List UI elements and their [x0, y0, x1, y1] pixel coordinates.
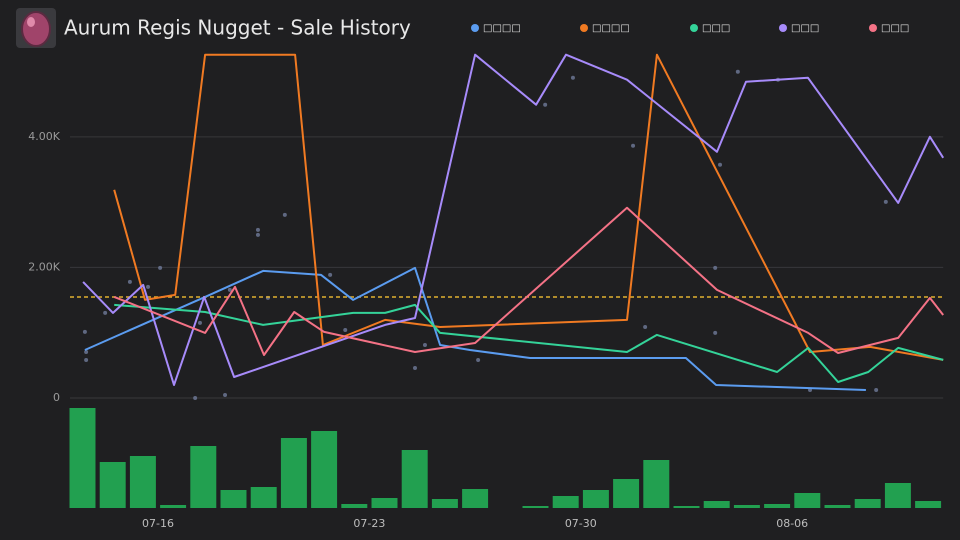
- x-tick-label: 08-06: [776, 517, 808, 530]
- volume-bar: [582, 490, 609, 508]
- sale-point: [227, 287, 232, 292]
- sale-point: [84, 349, 89, 354]
- sale-point: [255, 232, 260, 237]
- legend-marker: [690, 24, 698, 32]
- legend-marker: [869, 24, 877, 32]
- volume-bar: [733, 505, 760, 508]
- volume-bar: [311, 431, 338, 508]
- volume-bar: [552, 496, 579, 508]
- sale-point: [543, 102, 548, 107]
- sale-point: [713, 330, 718, 335]
- x-tick-label: 07-30: [565, 517, 597, 530]
- sale-point: [713, 265, 718, 270]
- item-icon: [21, 11, 51, 47]
- volume-bar: [824, 505, 851, 508]
- volume-bar: [341, 504, 368, 508]
- sale-point: [103, 310, 108, 315]
- sale-point: [343, 327, 348, 332]
- volume-bar: [250, 487, 277, 508]
- price-line: [84, 266, 866, 391]
- volume-bar: [613, 479, 640, 508]
- sale-point: [413, 365, 418, 370]
- legend-label: □□□: [702, 23, 730, 34]
- volume-bar: [764, 504, 791, 508]
- sale-point: [146, 284, 151, 289]
- sale-point: [570, 75, 575, 80]
- volume-bar: [703, 501, 730, 508]
- volume-bar: [462, 489, 489, 508]
- price-line: [82, 53, 945, 386]
- volume-bar: [643, 460, 670, 508]
- sale-point: [197, 320, 202, 325]
- sale-point: [883, 199, 888, 204]
- chart-title: Aurum Regis Nugget - Sale History: [64, 16, 411, 40]
- volume-bar: [673, 506, 700, 508]
- sale-point: [223, 392, 228, 397]
- legend-marker: [779, 24, 787, 32]
- sale-point: [84, 357, 89, 362]
- y-tick-label: 0: [53, 391, 60, 404]
- volume-bar: [129, 456, 156, 508]
- volume-bar: [371, 498, 398, 508]
- volume-bar: [160, 505, 187, 508]
- legend-label: □□□: [881, 23, 909, 34]
- legend-label: □□□□: [483, 23, 521, 34]
- legend-marker: [580, 24, 588, 32]
- x-tick-label: 07-16: [142, 517, 174, 530]
- sale-point: [82, 329, 87, 334]
- volume-bar: [99, 462, 126, 508]
- volume-bar: [220, 490, 247, 508]
- sale-point: [328, 272, 333, 277]
- legend-label: □□□□: [592, 23, 630, 34]
- price-line: [113, 206, 944, 356]
- sale-point: [735, 69, 740, 74]
- sale-point: [158, 265, 163, 270]
- sale-point: [476, 357, 481, 362]
- sale-point: [282, 212, 287, 217]
- sale-point: [422, 342, 427, 347]
- y-tick-label: 2.00K: [28, 260, 60, 273]
- x-tick-label: 07-23: [353, 517, 385, 530]
- volume-bar: [190, 446, 217, 508]
- sale-point: [255, 227, 260, 232]
- volume-bar: [69, 408, 96, 508]
- volume-bar: [915, 501, 942, 508]
- volume-bar: [884, 483, 911, 508]
- item-icon-shine: [27, 17, 35, 27]
- sale-point: [127, 279, 132, 284]
- sale-point: [874, 387, 879, 392]
- volume-bar: [854, 499, 881, 508]
- sale-point: [631, 143, 636, 148]
- legend-marker: [471, 24, 479, 32]
- volume-bar: [431, 499, 458, 508]
- price-line: [114, 303, 944, 383]
- y-tick-label: 4.00K: [28, 130, 60, 143]
- sale-point: [193, 396, 198, 400]
- volume-bar: [522, 506, 549, 508]
- volume-bar: [280, 438, 307, 508]
- sale-point: [643, 324, 648, 329]
- sale-point: [718, 162, 723, 167]
- volume-bar: [401, 450, 428, 508]
- volume-bar: [794, 493, 821, 508]
- price-line: [113, 53, 944, 361]
- legend-label: □□□: [791, 23, 819, 34]
